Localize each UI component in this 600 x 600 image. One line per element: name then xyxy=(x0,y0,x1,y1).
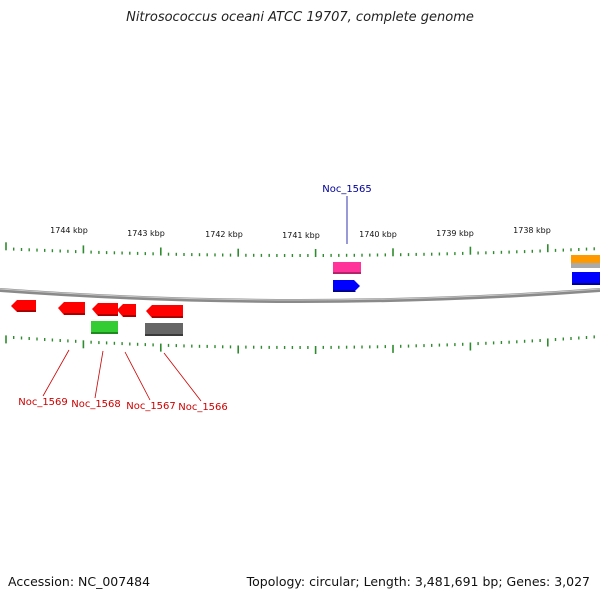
gene-label-noc-1565[interactable]: Noc_1565 xyxy=(322,184,372,195)
cds-reverse-shadow xyxy=(98,314,118,316)
scale-label: 1740 kbp xyxy=(359,230,397,239)
cds-forward-noc-1565[interactable] xyxy=(333,280,360,292)
scale-label: 1738 kbp xyxy=(513,226,551,235)
cds-reverse-shadow xyxy=(64,313,85,315)
cds-reverse-noc-1568[interactable] xyxy=(92,303,118,316)
cds-reverse-shadow xyxy=(152,316,183,318)
scale-label: 1739 kbp xyxy=(436,229,474,238)
gene-label-noc-1568[interactable]: Noc_1568 xyxy=(71,399,121,410)
cds-reverse-noc-1567[interactable] xyxy=(117,304,136,317)
cds-forward-right-edge[interactable] xyxy=(572,272,600,285)
genome-backbone-highlight xyxy=(0,288,600,301)
accession-text: Accession: NC_007484 xyxy=(8,574,151,589)
genome-summary-text: Topology: circular; Length: 3,481,691 bp… xyxy=(246,574,590,589)
scale-label: 1742 kbp xyxy=(205,230,243,239)
feature-orange[interactable] xyxy=(571,255,600,263)
feature-green-shadow xyxy=(91,332,118,334)
gene-label-noc-1569[interactable]: Noc_1569 xyxy=(18,397,68,408)
cds-reverse-shadow xyxy=(123,315,136,317)
cds-reverse-shadow xyxy=(17,310,36,312)
map-title: Nitrosococcus oceani ATCC 19707, complet… xyxy=(126,10,474,25)
cds-forward-right-edge-shadow xyxy=(572,283,600,285)
scale-label: 1744 kbp xyxy=(50,226,88,235)
feature-gray-shadow xyxy=(145,334,183,336)
rna-feature-pink-shadow xyxy=(333,272,361,274)
scale-label: 1741 kbp xyxy=(282,231,320,240)
scale-label: 1743 kbp xyxy=(127,229,165,238)
cds-reverse-noc-1566[interactable] xyxy=(146,305,183,318)
inner-tick-marks xyxy=(5,335,595,354)
gene-label-noc-1566[interactable]: Noc_1566 xyxy=(178,402,228,413)
gene-label-leader xyxy=(42,349,70,397)
gene-label-leader xyxy=(124,351,151,401)
gene-label-leader xyxy=(163,352,202,402)
feature-light-gray[interactable] xyxy=(571,263,600,268)
gene-label-leader xyxy=(94,350,104,399)
outer-tick-marks xyxy=(5,242,595,257)
rna-feature-pink[interactable] xyxy=(333,262,361,274)
cds-forward-noc-1565-shadow xyxy=(333,290,356,292)
feature-green[interactable] xyxy=(91,321,118,334)
cds-reverse-noc-1569[interactable] xyxy=(58,302,85,315)
cds-reverse-feature[interactable] xyxy=(11,300,36,312)
gene-label-noc-1567[interactable]: Noc_1567 xyxy=(126,401,176,412)
feature-gray[interactable] xyxy=(145,323,183,336)
genome-backbone xyxy=(0,288,600,303)
